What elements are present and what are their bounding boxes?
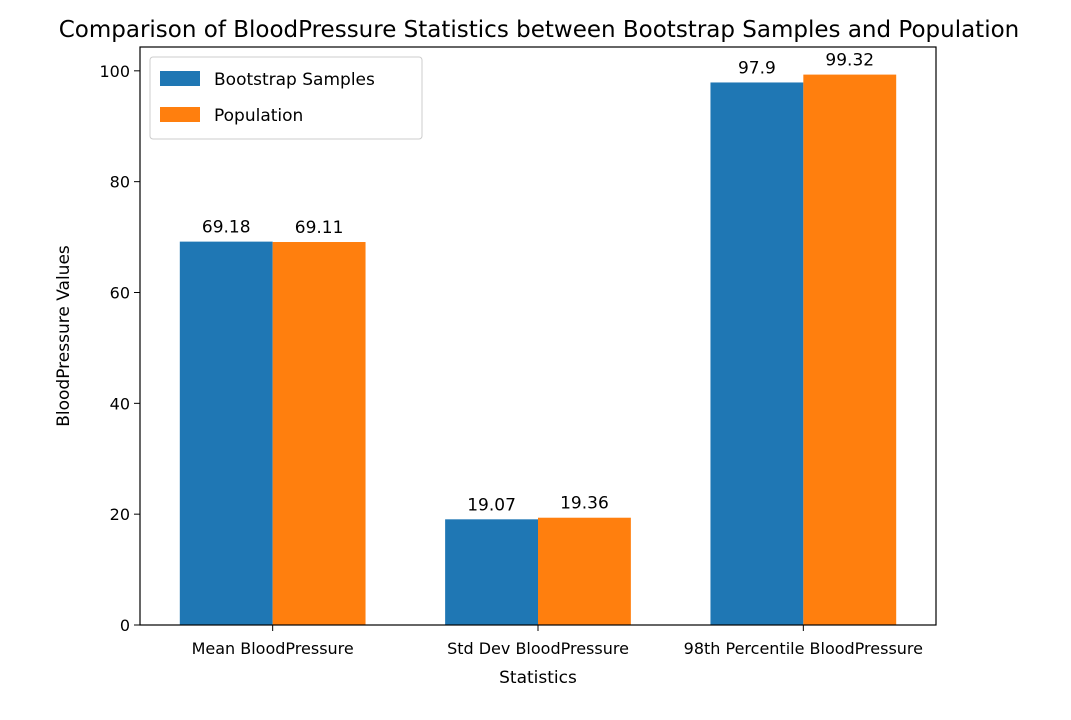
legend-label: Bootstrap Samples (214, 70, 375, 90)
legend-swatch (160, 107, 200, 122)
bar-value-label: 69.18 (202, 218, 251, 238)
bar (710, 82, 804, 625)
bar (803, 74, 897, 625)
x-axis-label: Statistics (499, 668, 577, 688)
chart-title: Comparison of BloodPressure Statistics b… (59, 17, 1020, 43)
y-tick-label: 20 (110, 505, 130, 524)
x-tick-label: 98th Percentile BloodPressure (684, 639, 923, 658)
y-tick-label: 40 (110, 394, 130, 413)
legend-swatch (160, 71, 200, 86)
y-axis-label: BloodPressure Values (54, 245, 74, 427)
bar-value-label: 99.32 (825, 51, 874, 71)
x-tick-label: Mean BloodPressure (192, 639, 354, 658)
bar (272, 242, 366, 626)
y-tick-label: 100 (99, 62, 130, 81)
y-tick-label: 60 (110, 283, 130, 302)
plot-frame (139, 46, 937, 626)
y-tick-label: 0 (120, 616, 130, 635)
bar (445, 519, 538, 625)
bar-value-label: 69.11 (295, 218, 344, 238)
bar-value-label: 19.36 (560, 494, 609, 514)
legend-box (149, 56, 423, 140)
y-tick-label: 80 (110, 173, 130, 192)
bar (538, 517, 631, 625)
bar-value-label: 19.07 (467, 495, 516, 515)
bar (179, 241, 273, 625)
bar-value-label: 97.9 (738, 58, 776, 78)
legend: Bootstrap Samples Population (149, 56, 423, 140)
x-tick-label: Std Dev BloodPressure (447, 639, 629, 658)
legend-label: Population (214, 106, 303, 126)
